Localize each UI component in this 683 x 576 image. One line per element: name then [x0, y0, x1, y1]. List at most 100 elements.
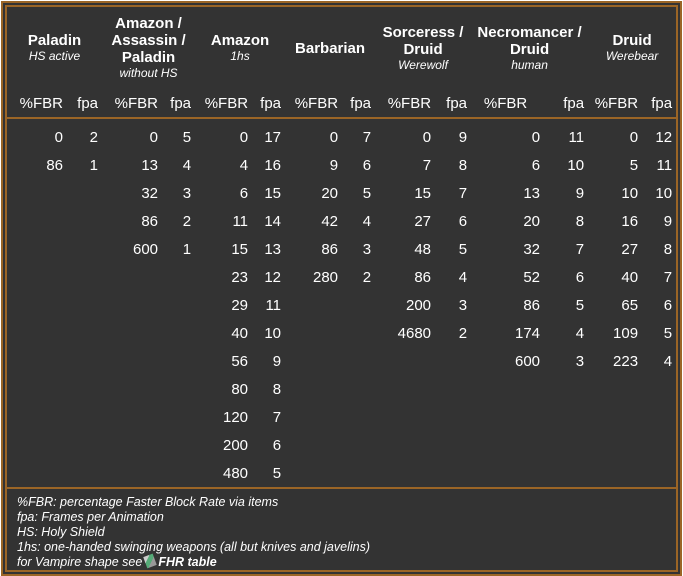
subheader-fbr: %FBR: [285, 89, 343, 119]
column-header: Amazon 1hs: [195, 7, 285, 89]
fhr-table-link[interactable]: FHR table: [158, 555, 217, 569]
fpa-cell: 2: [89, 128, 99, 146]
fpa-cell: 1: [182, 240, 192, 258]
table-row: 600 1 15 13 86 3 48 5 32 7 27 8: [7, 235, 676, 263]
fbr-cell: 86: [141, 212, 159, 230]
subheader-fpa: fpa: [544, 89, 589, 119]
fpa-cell: 1: [89, 156, 99, 174]
table-row: 29 11 200 3 86 5 65 6: [7, 291, 676, 319]
fpa-cell: [342, 319, 375, 347]
fpa-cell: 13: [264, 240, 282, 258]
fbr-cell: [102, 459, 162, 487]
fbr-cell: 20: [523, 212, 541, 230]
fpa-cell: 7: [272, 408, 282, 426]
fbr-cell: 4680: [397, 324, 432, 342]
fpa-cell: [67, 291, 102, 319]
fpa-cell: [435, 347, 471, 375]
subheader-fbr: %FBR: [102, 89, 163, 119]
fbr-cell: 9: [329, 156, 339, 174]
table-row: 86 2 11 14 42 4 27 6 20 8 16 9: [7, 207, 676, 235]
fpa-cell: [67, 319, 102, 347]
fbr-cell: 86: [414, 268, 432, 286]
table-row: 40 10 4680 2 174 4 109 5: [7, 319, 676, 347]
fpa-cell: 5: [458, 240, 468, 258]
fbr-cell: 600: [132, 240, 159, 258]
fpa-cell: 10: [655, 184, 673, 202]
fbr-cell: [102, 319, 162, 347]
fbr-cell: 174: [515, 324, 541, 342]
fbr-cell: [375, 403, 435, 431]
fbr-cell: [7, 207, 67, 235]
fbr-cell: 5: [629, 156, 639, 174]
fpa-cell: 2: [458, 324, 468, 342]
fbr-cell: 0: [329, 128, 339, 146]
fbr-cell: [588, 431, 642, 459]
fbr-cell: [102, 263, 162, 291]
fpa-cell: [642, 459, 676, 487]
fpa-cell: 16: [264, 156, 282, 174]
fpa-cell: [342, 403, 375, 431]
fbr-cell: [285, 375, 342, 403]
table-row: 120 7: [7, 403, 676, 431]
fpa-cell: 6: [575, 268, 585, 286]
fpa-cell: 6: [272, 436, 282, 454]
fbr-cell: 20: [321, 184, 339, 202]
fpa-cell: 3: [458, 296, 468, 314]
fbr-cell: [471, 403, 544, 431]
fpa-cell: [544, 459, 588, 487]
fbr-cell: 0: [149, 128, 159, 146]
fbr-cell: 10: [621, 184, 639, 202]
fpa-cell: 8: [663, 240, 673, 258]
fpa-cell: 5: [663, 324, 673, 342]
fbr-cell: [375, 431, 435, 459]
fbr-cell: 27: [621, 240, 639, 258]
fbr-cell: 0: [239, 128, 249, 146]
fbr-cell: 0: [629, 128, 639, 146]
fbr-cell: 223: [613, 352, 639, 370]
fpa-cell: [544, 431, 588, 459]
fpa-cell: 4: [182, 156, 192, 174]
fpa-cell: 14: [264, 212, 282, 230]
fbr-cell: [7, 375, 67, 403]
fbr-table: Paladin HS active Amazon / Assassin / Pala…: [7, 7, 677, 487]
fbr-cell: 0: [531, 128, 541, 146]
column-name: Amazon: [210, 32, 270, 49]
fpa-cell: 8: [575, 212, 585, 230]
fpa-cell: [342, 347, 375, 375]
fbr-cell: [471, 431, 544, 459]
fbr-cell: 109: [613, 324, 639, 342]
footnote: fpa: Frames per Animation: [17, 510, 164, 524]
fpa-cell: [162, 375, 195, 403]
fbr-cell: [102, 431, 162, 459]
fpa-cell: 7: [663, 268, 673, 286]
column-header: Paladin HS active: [7, 7, 102, 89]
fbr-cell: 480: [223, 464, 249, 482]
table-row: 80 8: [7, 375, 676, 403]
fpa-cell: 5: [272, 464, 282, 482]
fpa-cell: 12: [264, 268, 282, 286]
fpa-cell: [162, 431, 195, 459]
fbr-cell: 0: [54, 128, 63, 146]
fpa-cell: 7: [362, 128, 372, 146]
fpa-cell: 5: [575, 296, 585, 314]
fpa-cell: 3: [182, 184, 192, 202]
fpa-cell: 4: [362, 212, 372, 230]
column-name: Sorceress / Druid: [382, 23, 464, 58]
fpa-cell: [67, 375, 102, 403]
fbr-cell: [285, 431, 342, 459]
fbr-cell: 280: [313, 268, 339, 286]
column-subtitle: human: [511, 57, 548, 72]
fpa-cell: [162, 347, 195, 375]
subheader-fbr: %FBR: [375, 89, 436, 119]
fpa-cell: 7: [458, 184, 468, 202]
fbr-cell: [7, 459, 67, 487]
fbr-cell: [7, 431, 67, 459]
subheader-fpa: fpa: [342, 89, 376, 119]
fbr-cell: 52: [523, 268, 541, 286]
fpa-cell: 2: [362, 268, 372, 286]
subheader-fpa: fpa: [252, 89, 286, 119]
subheader-fpa: fpa: [642, 89, 677, 119]
fpa-cell: 11: [265, 296, 282, 314]
fbr-cell: [285, 459, 342, 487]
fpa-cell: [642, 431, 676, 459]
